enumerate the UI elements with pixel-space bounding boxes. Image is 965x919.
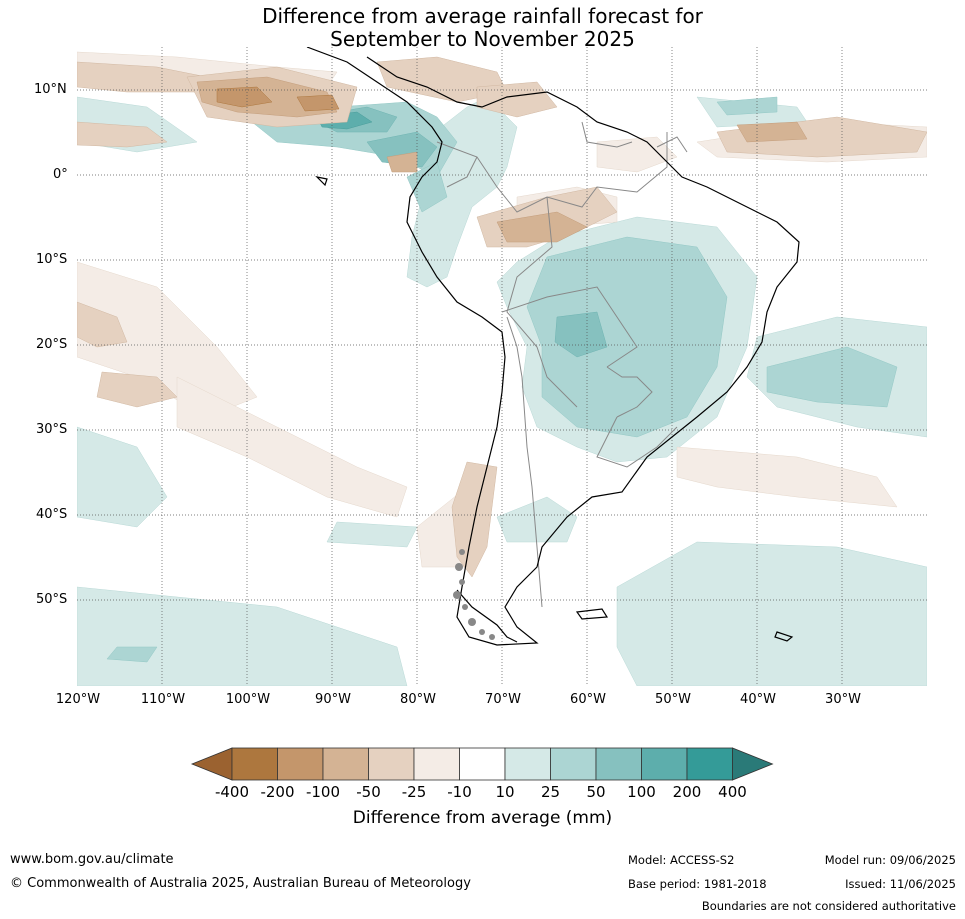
legend-tick-label: 400 [718,783,747,801]
lat-label-10s: 10°S [36,252,68,267]
lon-label-40w: 40°W [740,692,776,707]
footer-model-run: Model run: 09/06/2025 [824,853,956,867]
legend-swatch-11 [686,747,733,781]
legend-swatch-2 [277,747,324,781]
legend-tick-label: 100 [627,783,656,801]
lon-label-30w: 30°W [825,692,861,707]
legend-tick-label: 200 [672,783,702,801]
legend-tick-label: -400 [214,783,250,801]
lon-label-100w: 100°W [225,692,271,707]
lon-label-80w: 80°W [400,692,436,707]
country-borders [436,121,688,608]
rainfall-anomaly-map [77,47,927,686]
legend-tick-label: 50 [586,783,606,801]
lat-label-50s: 50°S [36,592,68,607]
legend-tick-label: -100 [305,783,341,801]
legend-tick-label: 10 [495,783,515,801]
coastlines [306,47,800,646]
chart-title-line-2: September to November 2025 [330,27,635,51]
gridlines [77,47,927,686]
lon-label-70w: 70°W [485,692,521,707]
lat-label-40s: 40°S [36,507,68,522]
legend-swatch-1 [231,747,278,781]
footer-model: Model: ACCESS-S2 [628,853,735,867]
lon-label-50w: 50°W [655,692,691,707]
legend-swatch-8 [550,747,597,781]
chart-title-line-1: Difference from average rainfall forecas… [262,4,703,28]
southern-archipelago [453,549,495,640]
lon-label-60w: 60°W [570,692,606,707]
legend-swatch-10 [641,747,688,781]
legend-tick-label: -10 [447,783,472,801]
legend-swatch-6 [459,747,506,781]
legend-tick-label: -25 [401,783,427,801]
footer-url: www.bom.gov.au/climate [10,852,174,867]
legend-tick-label: -200 [260,783,295,801]
legend-swatch-min-extend [190,747,233,781]
footer-copyright: © Commonwealth of Australia 2025, Austra… [10,876,471,891]
footer-issued: Issued: 11/06/2025 [845,877,956,891]
footer-disclaimer: Boundaries are not considered authoritat… [701,899,956,913]
lat-label-10n: 10°N [34,82,67,97]
legend-swatch-5 [413,747,460,781]
lat-label-30s: 30°S [36,422,68,437]
driest-regions [216,86,340,112]
legend-tick-label: 25 [540,783,561,801]
legend-swatch-9 [595,747,642,781]
lon-label-90w: 90°W [315,692,351,707]
colour-legend-bar [190,747,774,781]
lon-label-110w: 110°W [140,692,186,707]
legend-tick-label: -50 [356,783,381,801]
legend-swatch-3 [322,747,369,781]
legend-swatch-max-extend [732,747,774,781]
legend-swatch-7 [504,747,551,781]
lat-label-0: 0° [53,167,68,182]
map-svg [77,47,927,686]
footer-base-period: Base period: 1981-2018 [628,877,767,891]
lon-label-120w: 120°W [55,692,101,707]
lat-label-20s: 20°S [36,337,68,352]
legend-title: Difference from average (mm) [352,808,613,828]
legend-swatch-4 [368,747,415,781]
